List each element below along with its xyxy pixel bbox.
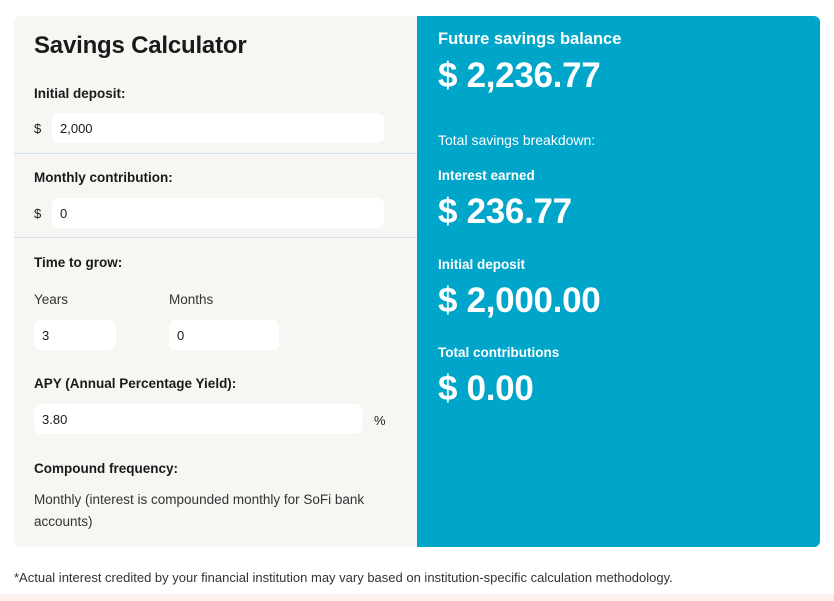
initial-deposit-result-label: Initial deposit — [438, 257, 526, 272]
calculator-title: Savings Calculator — [34, 32, 247, 59]
bottom-strip — [0, 594, 834, 601]
section-divider — [14, 153, 417, 154]
interest-earned-label: Interest earned — [438, 168, 535, 183]
initial-deposit-currency: $ — [34, 121, 42, 136]
compound-frequency-text: Monthly (interest is compounded monthly … — [34, 492, 365, 529]
initial-deposit-label: Initial deposit: — [34, 86, 126, 101]
months-label: Months — [169, 292, 214, 307]
savings-calculator-card: Savings Calculator Initial deposit: $ Mo… — [14, 16, 820, 547]
results-panel: Future savings balance $ 2,236.77 Total … — [417, 16, 820, 547]
monthly-contribution-input[interactable] — [52, 198, 384, 228]
years-input[interactable] — [34, 320, 116, 350]
disclaimer-footnote: *Actual interest credited by your financ… — [14, 570, 673, 585]
future-balance-label: Future savings balance — [438, 30, 622, 48]
monthly-contribution-currency: $ — [34, 206, 42, 221]
compound-frequency-label: Compound frequency: — [34, 461, 178, 476]
breakdown-label: Total savings breakdown: — [438, 132, 596, 148]
time-to-grow-label: Time to grow: — [34, 255, 123, 270]
initial-deposit-result-value: $ 2,000.00 — [438, 281, 601, 320]
calculator-inputs-panel: Savings Calculator Initial deposit: $ Mo… — [14, 16, 417, 547]
years-label: Years — [34, 292, 69, 307]
future-balance-value: $ 2,236.77 — [438, 56, 601, 95]
initial-deposit-input[interactable] — [52, 113, 384, 143]
total-contributions-label: Total contributions — [438, 345, 560, 360]
apy-input[interactable] — [34, 404, 362, 434]
total-contributions-value: $ 0.00 — [438, 369, 534, 408]
apy-label: APY (Annual Percentage Yield): — [34, 376, 237, 391]
months-input[interactable] — [169, 320, 279, 350]
monthly-contribution-label: Monthly contribution: — [34, 170, 173, 185]
interest-earned-value: $ 236.77 — [438, 192, 572, 231]
apy-percent-unit: % — [374, 413, 386, 428]
section-divider — [14, 237, 417, 238]
